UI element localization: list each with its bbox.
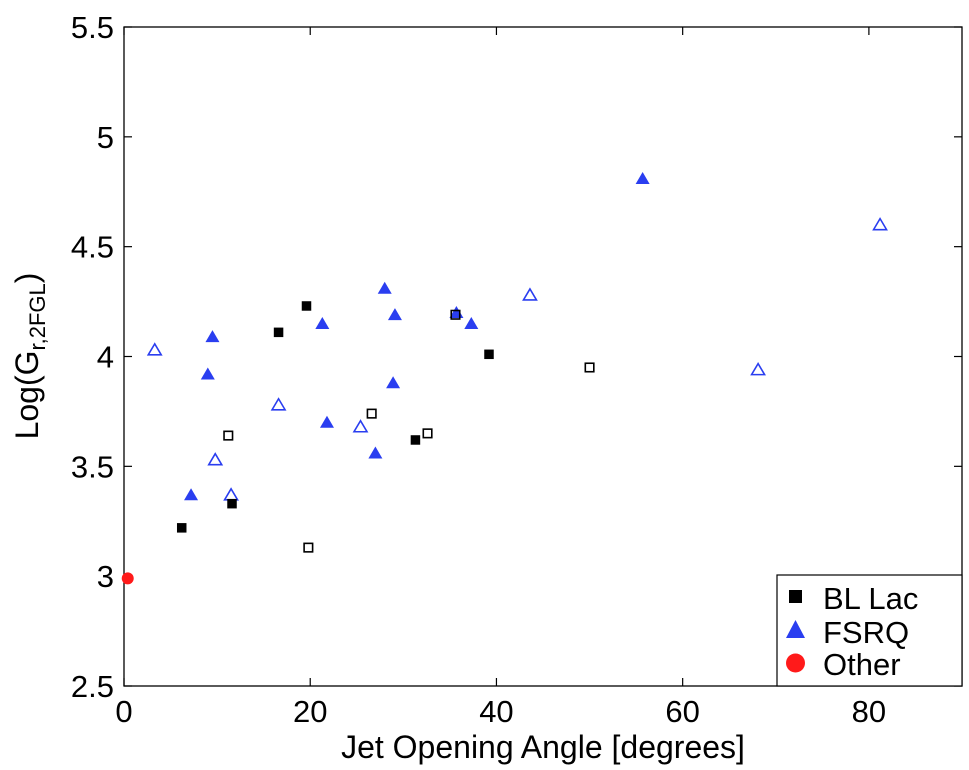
x-tick-label: 80 [852, 694, 886, 729]
fsrq-point-open [270, 397, 287, 411]
bl-lac-point-filled [227, 498, 237, 509]
data-points [121, 171, 888, 585]
bl-lac-point-open [303, 542, 314, 553]
fsrq-point-open [223, 487, 239, 501]
fsrq-point-filled [200, 367, 215, 380]
legend-marker-fsrq [786, 620, 805, 638]
x-tick-label: 0 [115, 694, 132, 729]
bl-lac-point-open [422, 428, 433, 439]
y-axis-title: Log(Gr,2FGL) [9, 273, 50, 440]
fsrq-point-filled [184, 488, 199, 501]
bl-lac-point-open [450, 309, 461, 320]
axis-ticks: 0 20 40 60 80 2.5 3 3.5 4 4.5 5 5.5 [71, 10, 962, 729]
fsrq-point-open [872, 217, 888, 231]
bl-lac-point-open [223, 430, 234, 441]
fsrq-point-filled [368, 446, 383, 459]
y-tick-label: 2.5 [71, 669, 114, 704]
x-tick-label: 20 [293, 694, 327, 729]
fsrq-point-filled [205, 330, 220, 343]
fsrq-point-filled [464, 316, 479, 329]
fsrq-point-open [207, 452, 224, 466]
legend-marker-bl-lac [789, 590, 802, 603]
fsrq-point-filled [387, 308, 402, 321]
x-tick-label: 40 [479, 694, 513, 729]
legend-label-other: Other [823, 647, 901, 682]
y-axis-title-subscript: r,2FGL [25, 283, 50, 350]
fsrq-point-open [522, 287, 538, 301]
bl-lac-point-filled [176, 523, 187, 533]
legend-label-fsrq: FSRQ [823, 615, 909, 650]
legend-label-bl-lac: BL Lac [823, 581, 918, 616]
fsrq-point-filled [377, 281, 392, 294]
bl-lac-point-open [366, 408, 377, 419]
legend: BL Lac FSRQ Other [776, 574, 963, 687]
y-tick-label: 3 [97, 559, 114, 594]
y-tick-label: 3.5 [71, 449, 114, 484]
y-axis-title-close: ) [9, 273, 45, 284]
x-tick-label: 60 [665, 694, 699, 729]
y-tick-label: 4 [97, 340, 114, 375]
fsrq-point-filled [319, 415, 334, 428]
bl-lac-point-filled [410, 435, 421, 445]
bl-lac-point-filled [301, 301, 312, 311]
x-axis-title: Jet Opening Angle [degrees] [341, 729, 745, 765]
fsrq-point-filled [635, 171, 650, 184]
bl-lac-point-filled [484, 349, 494, 360]
fsrq-point-open [146, 342, 163, 356]
fsrq-point-open [352, 419, 369, 433]
legend-box [776, 574, 963, 687]
y-tick-label: 5 [97, 120, 114, 155]
bl-lac-point-open [584, 362, 595, 373]
fsrq-point-open [750, 362, 766, 376]
other-point-filled [121, 572, 134, 585]
fsrq-point-filled [386, 376, 401, 389]
y-tick-label: 5.5 [71, 10, 114, 45]
y-axis-title-base: Log(G [9, 350, 45, 439]
fsrq-point-filled [315, 316, 330, 329]
y-tick-label: 4.5 [71, 230, 114, 265]
legend-marker-other [786, 653, 805, 673]
bl-lac-point-filled [273, 327, 284, 338]
